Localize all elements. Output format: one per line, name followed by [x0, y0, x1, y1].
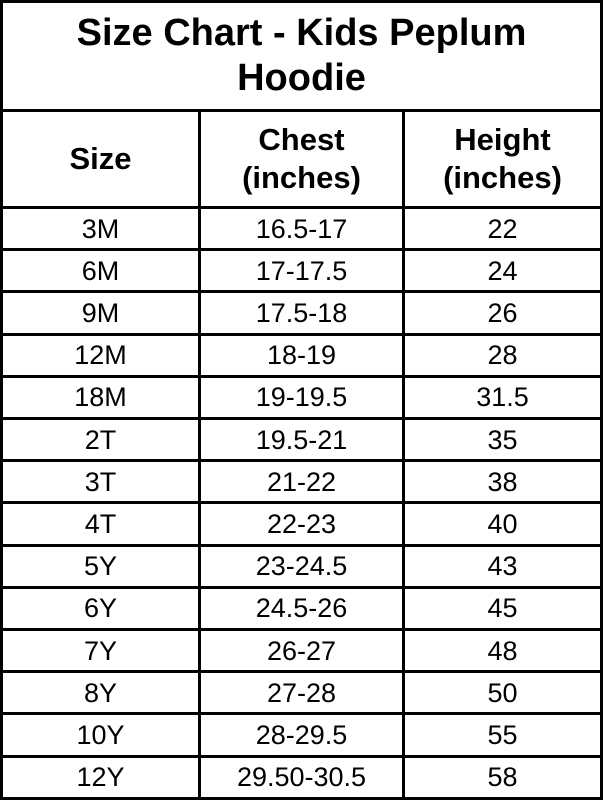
column-header-height: Height (inches) [402, 109, 603, 209]
table-row: 9M 17.5-18 26 [0, 290, 603, 336]
height-cell: 55 [402, 712, 603, 758]
size-cell: 8Y [0, 670, 201, 716]
table-row: 6M 17-17.5 24 [0, 248, 603, 294]
table-row: 18M 19-19.5 31.5 [0, 374, 603, 421]
table-row: 5Y 23-24.5 43 [0, 543, 603, 589]
height-cell: 43 [402, 543, 603, 589]
height-cell: 40 [402, 501, 603, 547]
size-cell: 6M [0, 248, 201, 294]
chest-cell: 19.5-21 [198, 417, 405, 463]
size-cell: 12Y [0, 754, 201, 801]
table-row: 10Y 28-29.5 55 [0, 712, 603, 758]
table-row: 12M 18-19 28 [0, 332, 603, 378]
height-cell: 35 [402, 417, 603, 463]
size-cell: 9M [0, 290, 201, 336]
table-row: 12Y 29.50-30.5 58 [0, 754, 603, 801]
column-header-size: Size [0, 109, 201, 209]
table-row: 7Y 26-27 48 [0, 628, 603, 674]
height-cell: 24 [402, 248, 603, 294]
size-cell: 5Y [0, 543, 201, 589]
height-cell: 48 [402, 628, 603, 674]
size-cell: 7Y [0, 628, 201, 674]
size-cell: 3M [0, 205, 201, 252]
chest-cell: 26-27 [198, 628, 405, 674]
size-cell: 4T [0, 501, 201, 547]
table-row: 3M 16.5-17 22 [0, 205, 603, 252]
chest-cell: 17-17.5 [198, 248, 405, 294]
page-title: Size Chart - Kids Peplum Hoodie [0, 0, 603, 112]
chest-cell: 28-29.5 [198, 712, 405, 758]
chest-cell: 19-19.5 [198, 374, 405, 421]
chest-cell: 18-19 [198, 332, 405, 378]
size-rows: 3M 16.5-17 22 6M 17-17.5 24 9M 17.5-18 26 12M 18-1… [0, 205, 603, 801]
chest-cell: 29.50-30.5 [198, 754, 405, 801]
size-cell: 12M [0, 332, 201, 378]
height-cell: 50 [402, 670, 603, 716]
size-cell: 10Y [0, 712, 201, 758]
chest-cell: 21-22 [198, 459, 405, 505]
size-cell: 6Y [0, 585, 201, 632]
table-header-row: Size Chest (inches) Height (inches) [0, 109, 603, 209]
size-cell: 3T [0, 459, 201, 505]
table-row: 2T 19.5-21 35 [0, 417, 603, 463]
chest-cell: 23-24.5 [198, 543, 405, 589]
height-cell: 22 [402, 205, 603, 252]
height-cell: 58 [402, 754, 603, 801]
height-cell: 31.5 [402, 374, 603, 421]
title-row: Size Chart - Kids Peplum Hoodie [0, 0, 603, 112]
height-cell: 38 [402, 459, 603, 505]
table-row: 3T 21-22 38 [0, 459, 603, 505]
chest-cell: 16.5-17 [198, 205, 405, 252]
height-cell: 28 [402, 332, 603, 378]
column-header-chest: Chest (inches) [198, 109, 405, 209]
table-row: 6Y 24.5-26 45 [0, 585, 603, 632]
table-row: 8Y 27-28 50 [0, 670, 603, 716]
height-cell: 26 [402, 290, 603, 336]
height-cell: 45 [402, 585, 603, 632]
chest-cell: 22-23 [198, 501, 405, 547]
chest-cell: 17.5-18 [198, 290, 405, 336]
table-row: 4T 22-23 40 [0, 501, 603, 547]
size-cell: 2T [0, 417, 201, 463]
chest-cell: 27-28 [198, 670, 405, 716]
size-cell: 18M [0, 374, 201, 421]
chest-cell: 24.5-26 [198, 585, 405, 632]
